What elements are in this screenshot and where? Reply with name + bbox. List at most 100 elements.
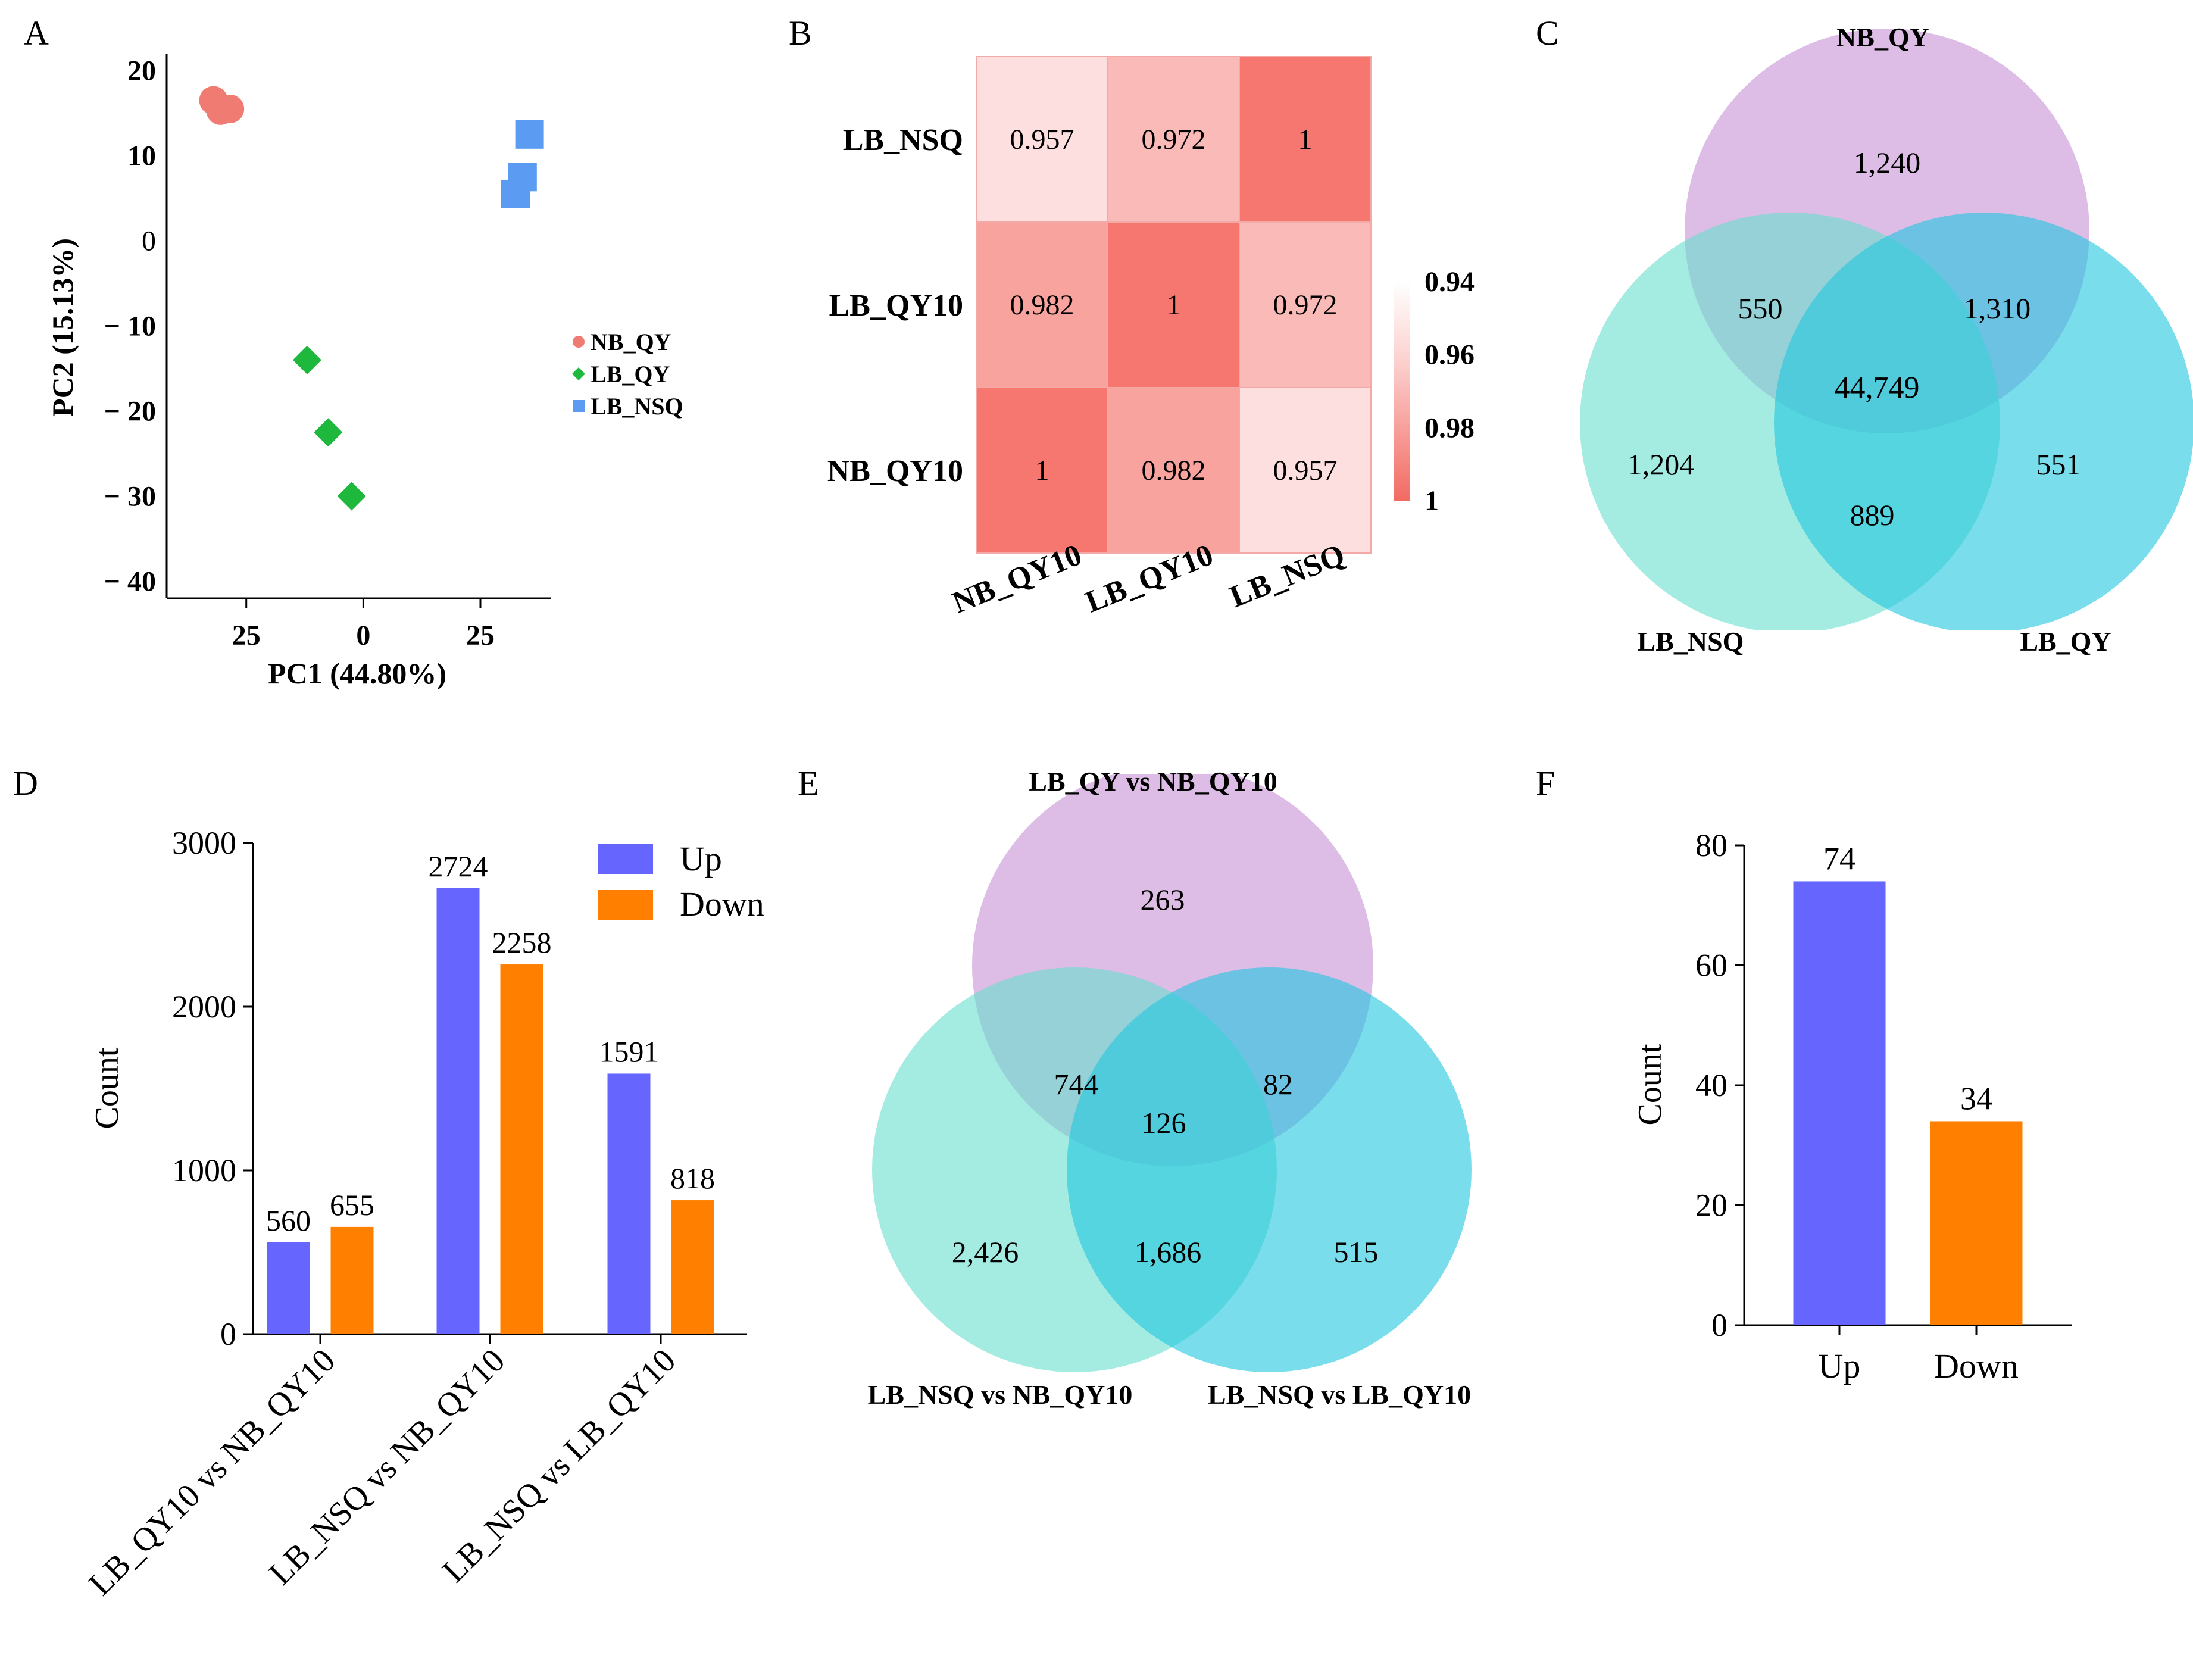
d-legend-up-label: Up (680, 839, 722, 878)
venn-e-left-only: 2,426 (952, 1235, 1019, 1269)
heatmap-cell (976, 387, 1108, 554)
common-deg-bar-panel: 0 20 40 60 80 74 Up 34 Down Count (1632, 827, 2072, 1385)
f-bar-down (1930, 1121, 2023, 1325)
venn-samples-panel: NB_QY LB_NSQ LB_QY 1,240 550 1,310 44,74… (1580, 22, 2193, 657)
venn-e-label-left: LB_NSQ vs NB_QY10 (868, 1379, 1133, 1410)
venn-e-top-only: 263 (1141, 883, 1185, 916)
venn-c-label-left: LB_NSQ (1638, 626, 1744, 657)
venn-c-label-top: NB_QY (1836, 22, 1929, 52)
pca-x-tick-label: 25 (232, 620, 261, 651)
d-bar-down (330, 1226, 374, 1334)
pca-y-tick-label: − 40 (104, 566, 156, 597)
heatmap-cell-value: 0.982 (1142, 455, 1206, 486)
venn-e-circle-right (1067, 967, 1472, 1372)
pca-legend-lb-nsq-marker (573, 400, 585, 412)
d-bar-label: 818 (670, 1161, 715, 1195)
venn-c-top-only: 1,240 (1854, 146, 1921, 179)
pca-point-lb-nsq (501, 179, 530, 208)
colorbar-tick-label: 1 (1424, 485, 1439, 517)
heatmap-cell-value: 0.982 (1010, 289, 1074, 321)
heatmap-cell-value: 0.972 (1273, 289, 1338, 321)
heatmap-cell (1239, 387, 1372, 554)
heatmap-cell-value: 1 (1298, 124, 1313, 155)
heatmap-cell (1239, 56, 1372, 223)
f-y-label: Count (1632, 1044, 1669, 1125)
pca-y-label: PC2 (15.13%) (46, 238, 79, 417)
heatmap-row-label: NB_QY10 (827, 454, 963, 488)
d-bar-label: 2724 (429, 850, 488, 883)
venn-e-top-left: 744 (1054, 1067, 1099, 1101)
colorbar (1394, 282, 1410, 501)
heatmap-cell (1239, 221, 1372, 388)
f-y-tick-label: 20 (1695, 1188, 1727, 1223)
f-y-tick-label: 40 (1695, 1067, 1727, 1103)
d-bar-down (671, 1200, 714, 1334)
pca-x-tick-label: 25 (466, 620, 495, 651)
pca-x-label: PC1 (44.80%) (268, 657, 446, 690)
venn-e-top-right: 82 (1263, 1067, 1293, 1101)
f-y-tick-label: 60 (1695, 948, 1727, 983)
heatmap-cell (1107, 56, 1240, 223)
f-y-tick-label: 0 (1711, 1307, 1727, 1343)
d-bar-label: 1591 (599, 1035, 659, 1068)
venn-e-label-top: LB_QY vs NB_QY10 (1029, 766, 1277, 797)
venn-c-circle-lb-qy (1774, 213, 2193, 630)
heatmap-row-label: LB_NSQ (843, 123, 963, 157)
heatmap-cell (976, 221, 1108, 388)
pca-y-tick-label: − 30 (104, 480, 156, 512)
heatmap-cell-value: 1 (1035, 455, 1049, 486)
heatmap-cell-value: 1 (1167, 289, 1181, 321)
venn-e-label-right: LB_NSQ vs LB_QY10 (1208, 1379, 1471, 1410)
venn-c-label-right: LB_QY (2020, 626, 2111, 657)
d-y-label: Count (89, 1047, 126, 1129)
colorbar-tick-label: 0.96 (1424, 339, 1475, 371)
panel-letter-f: F (1536, 764, 1555, 802)
venn-c-left-only: 1,204 (1627, 448, 1695, 481)
venn-c-left-right: 889 (1850, 498, 1895, 532)
heatmap-cell (976, 56, 1108, 223)
venn-comparisons-panel: LB_QY vs NB_QY10 LB_NSQ vs NB_QY10 LB_NS… (868, 766, 1472, 1410)
d-y-tick-label: 2000 (172, 989, 236, 1025)
f-x-tick-label: Up (1819, 1347, 1861, 1385)
venn-e-left-right: 1,686 (1135, 1235, 1202, 1269)
panel-letter-d: D (13, 764, 38, 802)
d-bar-down (500, 964, 543, 1334)
pca-point-lb-qy (337, 482, 366, 511)
heatmap-row-label: LB_QY10 (829, 289, 963, 323)
pca-legend-lb-qy-marker (572, 367, 585, 380)
d-bar-label: 2258 (492, 926, 552, 959)
venn-c-right-only: 551 (2036, 448, 2081, 481)
f-y-tick-label: 80 (1695, 827, 1727, 863)
heatmap-cell-value: 0.957 (1273, 455, 1338, 486)
pca-y-tick-label: 0 (142, 226, 156, 257)
f-bar-label: 34 (1960, 1081, 1992, 1116)
pca-y-tick-label: − 20 (104, 395, 156, 427)
pca-y-tick-label: 20 (127, 55, 156, 87)
heatmap-cell-value: 0.957 (1010, 124, 1074, 155)
correlation-heatmap-panel: 0.957 0.972 1 0.982 1 0.972 1 0.982 0.957 LB_NSQ… (827, 56, 1475, 620)
venn-c-top-left: 550 (1738, 292, 1783, 325)
pca-y-tick-label: − 10 (104, 311, 156, 342)
colorbar-tick-label: 0.94 (1424, 266, 1475, 298)
pca-point-lb-nsq (515, 120, 544, 149)
pca-x-tick-label: 0 (356, 620, 370, 651)
pca-legend-nb-qy-label: NB_QY (591, 329, 671, 355)
venn-c-top-right: 1,310 (1964, 292, 2031, 325)
venn-c-center: 44,749 (1835, 371, 1920, 405)
heatmap-cell-value: 0.972 (1142, 124, 1206, 155)
f-x-tick-label: Down (1934, 1347, 2019, 1385)
d-y-tick-label: 1000 (172, 1153, 236, 1188)
d-y-tick-label: 0 (220, 1316, 236, 1352)
d-bar-up (267, 1242, 310, 1334)
d-y-tick-label: 3000 (172, 825, 236, 861)
d-bar-label: 560 (266, 1204, 311, 1237)
pca-point-lb-qy (314, 418, 343, 447)
pca-legend-lb-qy-label: LB_QY (591, 361, 670, 388)
heatmap-cell (1107, 221, 1240, 388)
d-bar-label: 655 (330, 1188, 374, 1222)
d-legend-down-swatch (598, 890, 653, 920)
venn-e-center: 126 (1142, 1106, 1186, 1139)
